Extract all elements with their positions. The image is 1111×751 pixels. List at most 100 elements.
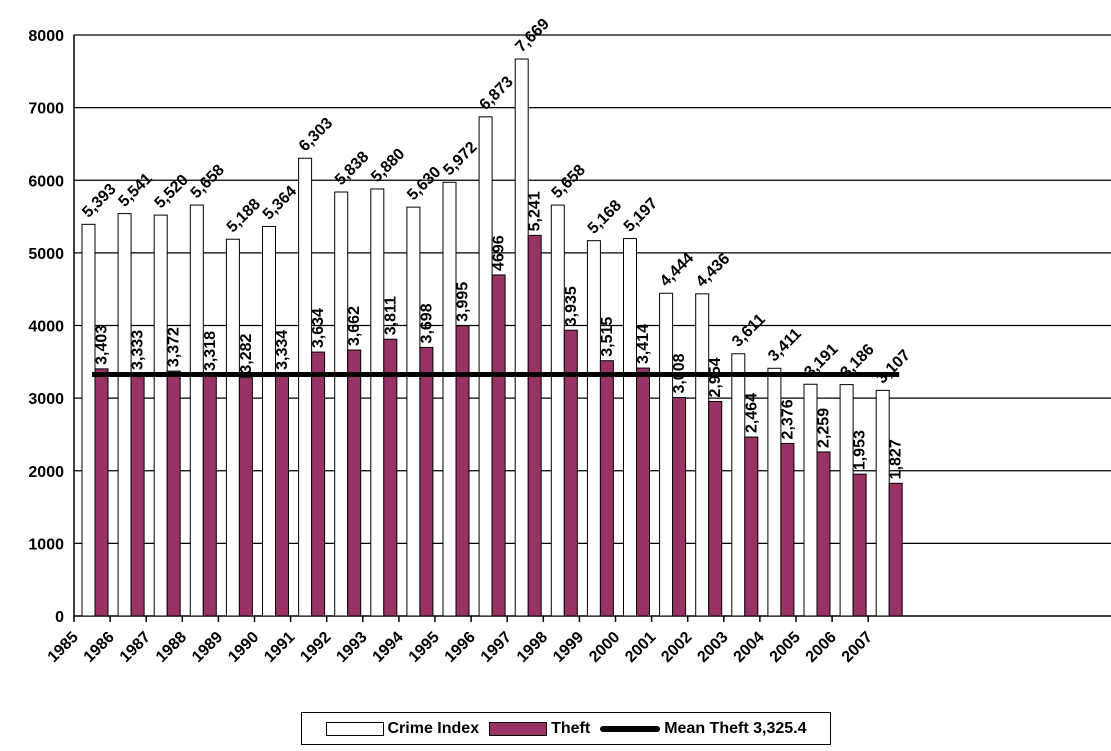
bar-theft: [383, 338, 398, 617]
y-tick-label: 3000: [28, 391, 64, 408]
bar-crime-index: [262, 225, 276, 617]
x-tick-label: 1988: [153, 629, 190, 666]
legend-item-crime-index: Crime Index: [325, 719, 480, 738]
data-label-crime-index: 5,658: [188, 162, 228, 202]
bar-crime-index: [406, 206, 421, 617]
bar-crime-index: [298, 157, 313, 617]
bar-theft: [202, 374, 217, 617]
data-label-crime-index: 5,630: [404, 164, 444, 204]
bar-theft: [491, 274, 506, 617]
data-label-theft: 3,318: [202, 331, 219, 371]
bar-theft: [275, 373, 289, 617]
bar-crime-index: [153, 214, 168, 617]
data-label-crime-index: 3,611: [729, 311, 769, 351]
y-tick-label: 5000: [28, 246, 64, 263]
data-label-theft: 2,376: [779, 399, 796, 439]
x-tick-label: 1993: [333, 629, 370, 666]
bar-crime-index: [334, 191, 349, 617]
legend-swatch-theft: [489, 721, 548, 736]
data-label-crime-index: 5,541: [115, 170, 155, 210]
legend-swatch-mean-theft: [600, 725, 661, 732]
data-label-theft: 3,333: [130, 330, 147, 370]
data-label-theft: 3,515: [599, 317, 616, 357]
data-label-theft: 2,464: [743, 393, 760, 433]
data-label-crime-index: 5,168: [585, 197, 625, 237]
data-label-theft: 3,414: [635, 324, 652, 364]
data-label-crime-index: 5,197: [621, 195, 661, 235]
bar-crime-index: [659, 292, 674, 617]
bar-theft: [744, 436, 759, 617]
bar-crime-index: [189, 204, 204, 617]
bar-theft: [852, 473, 867, 617]
data-label-theft: 2,954: [707, 357, 724, 397]
x-tick-label: 2003: [694, 629, 731, 666]
data-label-theft: 1,953: [852, 430, 869, 470]
x-tick-label: 2001: [622, 629, 659, 666]
x-tick-label: 2004: [731, 629, 768, 666]
data-label-theft: 2,259: [816, 408, 833, 448]
bar-crime-index: [117, 213, 132, 617]
data-label-crime-index: 4,436: [693, 250, 733, 290]
bar-crime-index: [478, 116, 493, 617]
bar-theft: [708, 400, 723, 617]
x-tick-label: 1994: [370, 629, 407, 666]
x-tick-label: 2002: [658, 629, 695, 666]
bar-theft: [672, 397, 687, 617]
y-tick-label: 8000: [28, 28, 64, 45]
bar-theft: [238, 377, 253, 617]
data-label-theft: 3,334: [274, 330, 291, 370]
data-label-crime-index: 5,393: [79, 181, 119, 221]
x-tick-label: 1989: [189, 629, 226, 666]
bar-theft: [130, 373, 145, 617]
bar-theft: [527, 234, 542, 617]
data-label-theft: 3,811: [382, 296, 399, 335]
x-tick-label: 1985: [45, 629, 82, 666]
data-label-crime-index: 5,188: [224, 196, 264, 236]
legend-label-mean-theft: Mean Theft 3,325.4: [664, 719, 807, 737]
y-tick-label: 4000: [28, 319, 64, 336]
bar-crime-index: [81, 223, 96, 617]
bar-theft: [563, 329, 578, 617]
data-label-crime-index: 6,303: [296, 115, 336, 155]
data-label-theft: 3,634: [310, 308, 327, 348]
data-label-theft: 3,403: [94, 325, 111, 365]
bar-theft: [311, 351, 326, 617]
data-label-theft: 4696: [491, 235, 508, 271]
x-tick-label: 2006: [803, 629, 840, 666]
y-tick-label: 2000: [28, 464, 64, 481]
x-tick-label: 1986: [81, 629, 118, 666]
bar-theft: [636, 367, 650, 617]
bar-crime-index: [225, 238, 240, 617]
data-label-crime-index: 5,364: [260, 183, 300, 223]
x-tick-label: 1991: [261, 629, 298, 666]
legend-item-mean-theft: Mean Theft 3,325.4: [600, 720, 806, 738]
data-label-theft: 3,995: [455, 282, 472, 322]
bar-theft: [816, 451, 831, 617]
y-tick-label: 0: [55, 609, 64, 626]
data-label-crime-index: 5,972: [440, 139, 480, 179]
y-tick-label: 1000: [28, 536, 64, 553]
bar-crime-index: [550, 204, 565, 617]
bar-crime-index: [442, 181, 457, 617]
bar-crime-index: [875, 389, 890, 617]
x-tick-label: 1995: [406, 629, 443, 666]
bar-crime-index: [514, 58, 529, 617]
legend-label-theft: Theft: [551, 719, 591, 737]
legend-swatch-crime-index: [325, 721, 384, 736]
legend-item-theft: Theft: [489, 720, 590, 738]
data-label-theft: 3,662: [346, 306, 363, 346]
legend-label-crime-index: Crime Index: [387, 719, 480, 737]
bar-theft: [166, 370, 181, 617]
y-tick-label: 6000: [28, 173, 64, 190]
x-tick-label: 1998: [514, 629, 551, 666]
bar-crime-index: [370, 188, 385, 617]
data-label-crime-index: 5,658: [549, 162, 589, 202]
data-label-theft: 3,372: [166, 327, 183, 367]
bar-crime-index: [623, 238, 637, 617]
bar-theft: [888, 482, 903, 617]
x-tick-label: 1997: [478, 629, 515, 666]
data-label-theft: 5,241: [527, 191, 544, 231]
data-label-theft: 3,698: [418, 303, 435, 343]
x-tick-label: 2000: [586, 629, 623, 666]
